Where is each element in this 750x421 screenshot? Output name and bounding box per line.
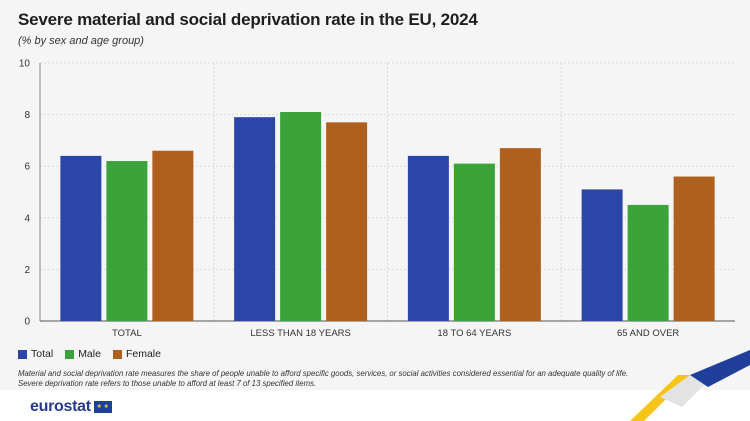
legend-item-female: Female [112, 348, 161, 360]
y-tick-label: 4 [24, 213, 30, 224]
legend-item-total: Total [18, 348, 53, 360]
bar-female [152, 150, 194, 321]
footnote-line-2: Severe deprivation rate refers to those … [18, 378, 317, 388]
bar-male [106, 161, 148, 321]
bar-total [60, 155, 102, 321]
footnote-line-1: Material and social deprivation rate mea… [18, 369, 629, 378]
bar-total [407, 155, 449, 321]
bars-layer [60, 112, 715, 322]
legend-label-male: Male [78, 348, 101, 360]
x-tick-label: LESS THAN 18 YEARS [250, 328, 351, 339]
footnote: Material and social deprivation rate mea… [18, 369, 698, 388]
bar-male [627, 204, 669, 321]
x-tick-label: 65 AND OVER [617, 328, 679, 339]
y-tick-label: 8 [24, 110, 30, 121]
x-tick-label: TOTAL [112, 328, 142, 339]
legend-swatch-male [65, 349, 75, 359]
x-tick-label: 18 TO 64 YEARS [437, 328, 511, 339]
chart-subtitle: (% by sex and age group) [18, 35, 144, 47]
y-tick-label: 0 [24, 317, 30, 328]
legend-item-male: Male [65, 348, 101, 360]
legend-label-female: Female [125, 348, 161, 360]
bar-chart: 0 2 4 6 8 10 TOTAL LESS THAN 18 YEARS 18 TO 64 Y… [19, 59, 735, 340]
bar-female [326, 122, 368, 321]
legend-swatch-total [18, 349, 27, 359]
bar-female [499, 148, 541, 321]
legend-label-total: Total [31, 348, 54, 360]
legend-swatch-female [112, 349, 122, 359]
bar-female [673, 176, 715, 321]
chart-title: Severe material and social deprivation r… [18, 10, 478, 29]
ribbon-decoration-icon [630, 350, 750, 421]
brand-name: eurostat [30, 398, 91, 415]
bar-total [234, 117, 276, 322]
legend: Total Male Female [18, 348, 161, 360]
bar-total [581, 189, 623, 321]
y-tick-label: 6 [24, 162, 30, 173]
labels-layer: 0 2 4 6 8 10 TOTAL LESS THAN 18 YEARS 18 TO 64 Y… [19, 59, 680, 340]
y-tick-label: 2 [24, 265, 30, 276]
bar-male [280, 112, 322, 322]
bar-male [453, 163, 495, 321]
eurostat-logo: eurostat ★ ★ [30, 398, 112, 416]
eu-flag-icon: ★ ★ [93, 401, 112, 413]
y-tick-label: 10 [19, 59, 31, 70]
